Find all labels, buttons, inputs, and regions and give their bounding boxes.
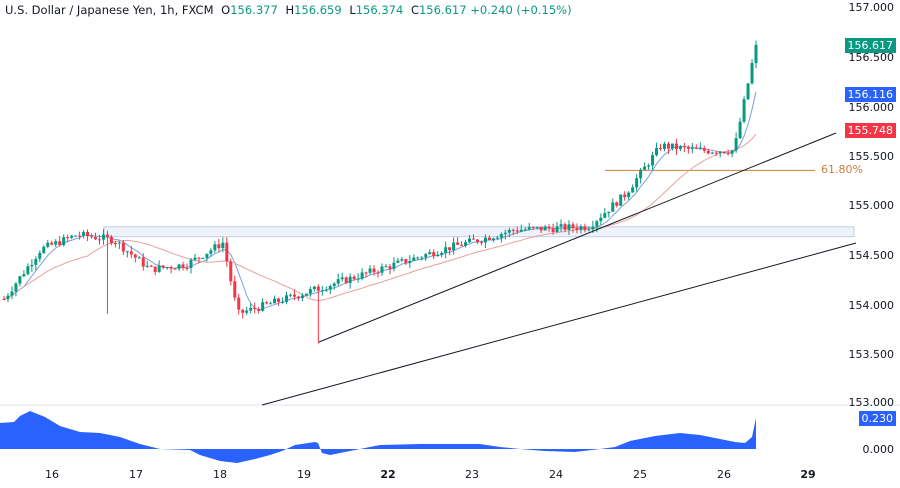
last-price-tag: 156.617 (844, 38, 896, 53)
oscillator-tick: 0.000 (862, 443, 895, 456)
price-tick: 157.000 (848, 1, 895, 14)
high-value: 156.659 (294, 3, 342, 17)
time-label: 23 (465, 468, 479, 481)
moving-averages (3, 91, 757, 311)
low-value: 156.374 (355, 3, 404, 17)
candlestick-series (2, 40, 758, 344)
fib-level-label: 61.80% (821, 163, 863, 176)
close-label: C (410, 3, 419, 17)
symbol-title: U.S. Dollar / Japanese Yen, 1h, FXCM (5, 3, 214, 17)
ma-slow-tag: 155.748 (844, 123, 896, 138)
time-label: 22 (380, 468, 396, 481)
low-label: L (349, 3, 356, 17)
open-label: O (221, 3, 231, 17)
time-label: 26 (717, 468, 731, 481)
resistance-zone (103, 226, 855, 238)
price-tick: 155.000 (848, 199, 895, 212)
time-label: 29 (800, 468, 816, 481)
change-value: +0.240 (470, 3, 513, 17)
price-tick: 156.500 (848, 51, 895, 64)
open-value: 156.377 (230, 3, 278, 17)
time-label: 18 (213, 468, 227, 481)
time-label: 25 (633, 468, 647, 481)
time-label: 24 (549, 468, 563, 481)
time-label: 16 (45, 468, 59, 481)
price-tick: 153.500 (848, 348, 895, 361)
price-tick: 153.000 (848, 396, 895, 409)
high-label: H (285, 3, 295, 17)
close-value: 156.617 (418, 3, 467, 17)
price-tick: 154.000 (848, 299, 895, 312)
time-label: 19 (297, 468, 311, 481)
price-tick: 154.500 (848, 249, 895, 262)
trendlines (261, 132, 857, 406)
ma-fast-tag: 156.116 (844, 87, 896, 102)
oscillator-area (0, 411, 756, 463)
price-tick: 155.500 (848, 150, 895, 163)
time-label: 17 (129, 468, 143, 481)
oscillator-value-tag: 0.230 (858, 411, 896, 426)
price-tick: 156.000 (848, 101, 895, 114)
change-percent: (+0.15%) (516, 3, 572, 17)
symbol-legend: U.S. Dollar / Japanese Yen, 1h, FXCM O15… (5, 3, 572, 17)
